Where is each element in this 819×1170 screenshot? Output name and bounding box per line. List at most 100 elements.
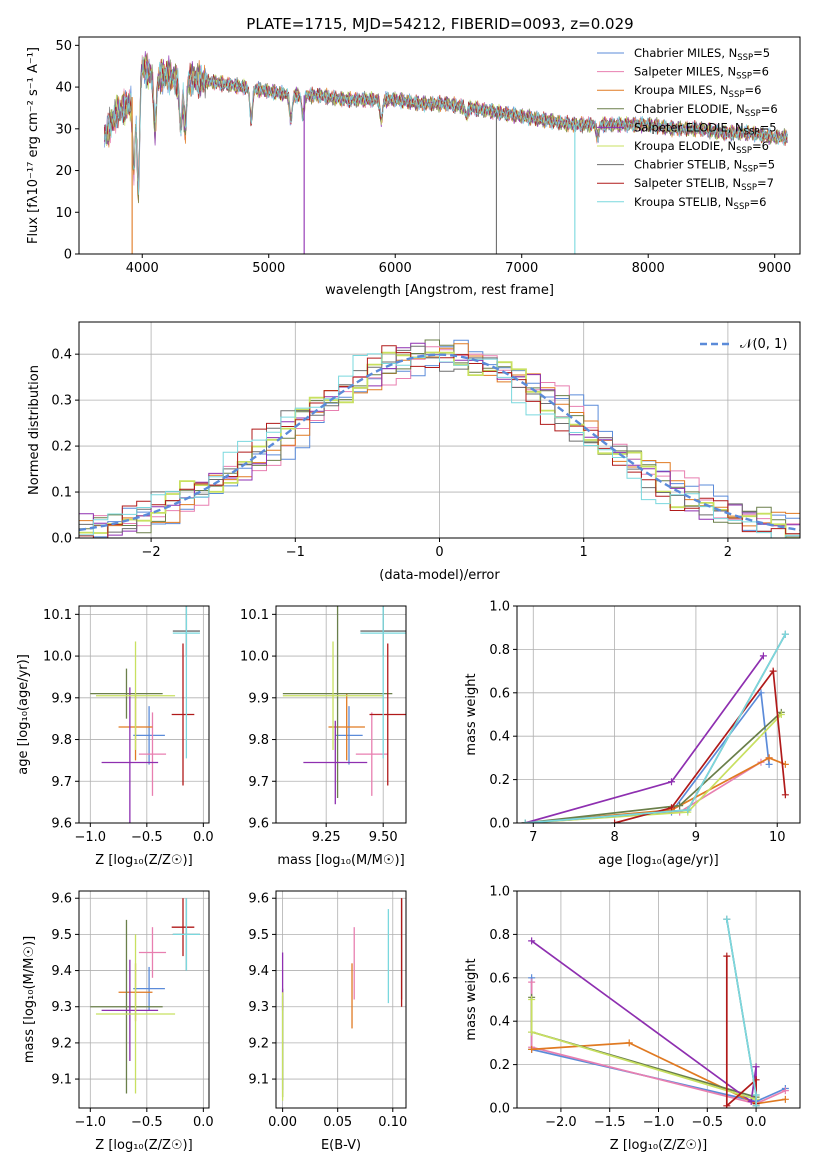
x-axis-label: Z [log₁₀(Z/Z☉)] — [95, 853, 192, 868]
x-tick-label: 0.10 — [378, 1115, 407, 1130]
panel-mass_vs_Z: −1.0 −0.5 0.0 9.1 9.2 9.3 9.4 9.5 9.6 Z [log₁₀(Z/… — [22, 890, 214, 1153]
weight-line — [525, 713, 782, 823]
x-tick-label: −2 — [142, 545, 161, 560]
y-tick-label: 9.1 — [248, 1073, 269, 1088]
spectrum-line — [103, 56, 788, 195]
y-tick-label: 10.0 — [43, 650, 72, 665]
weight-marker — [528, 937, 536, 945]
x-tick-label: 9 — [692, 830, 700, 845]
y-tick-label: 40 — [55, 81, 72, 96]
y-tick-label: 0.1 — [51, 486, 72, 501]
grid — [79, 891, 209, 1108]
weight-line — [531, 940, 757, 1106]
grid — [517, 890, 800, 1109]
y-tick-label: 0.4 — [51, 348, 72, 363]
weight-marker — [528, 1045, 536, 1053]
weight-marker — [625, 1039, 633, 1047]
x-tick-label: 0.05 — [323, 1115, 352, 1130]
plot-area — [281, 898, 403, 1101]
x-tick-label: 9.50 — [369, 830, 398, 845]
y-tick-label: 10 — [55, 206, 72, 221]
weight-line — [525, 633, 787, 823]
y-axis-label: age [log₁₀(age/yr)] — [16, 654, 31, 775]
legend-label: Salpeter STELIB, NSSP=7 — [634, 176, 774, 193]
y-tick-label: 9.2 — [51, 1036, 72, 1051]
y-tick-label: 0 — [64, 248, 72, 263]
histogram-series — [79, 353, 800, 538]
weight-marker — [765, 754, 773, 762]
weight-line — [525, 633, 787, 823]
axes-frame: −1.0 −0.5 0.0 9.6 9.7 9.8 9.9 10.0 10.1 Z [log₁₀(… — [16, 605, 214, 868]
y-tick-label: 9.8 — [51, 733, 72, 748]
plot-area — [528, 915, 789, 1108]
x-tick-label: 8000 — [632, 261, 665, 276]
y-tick-label: 0.6 — [489, 971, 510, 986]
legend-label: Chabrier ELODIE, NSSP=6 — [634, 102, 778, 119]
weight-line — [725, 956, 757, 1108]
panel-spectrum: 4000 5000 6000 7000 8000 9000 0 10 20 30 40 50 wavel… — [26, 36, 801, 298]
x-tick-label: −1.0 — [75, 830, 107, 845]
y-tick-label: 9.8 — [248, 733, 269, 748]
weight-marker — [684, 806, 692, 814]
weight-line — [614, 668, 787, 823]
weight-marker — [723, 952, 731, 960]
x-axis-label: Z [log₁₀(Z/Z☉)] — [95, 1138, 192, 1153]
y-tick-label: 9.5 — [248, 928, 269, 943]
weight-line — [525, 711, 782, 823]
y-axis-label: mass weight — [464, 673, 479, 755]
histogram-series — [79, 343, 800, 527]
y-axis-label: mass weight — [464, 958, 479, 1040]
weight-line — [725, 919, 757, 1106]
y-tick-label: 0.4 — [489, 730, 510, 745]
axes-border — [78, 890, 210, 1109]
weight-marker — [781, 1095, 789, 1103]
y-tick-label: 0.3 — [51, 394, 72, 409]
x-tick-label: 0.0 — [746, 1115, 767, 1130]
legend-label: Kroupa STELIB, NSSP=6 — [634, 195, 766, 212]
axes-frame: 4000 5000 6000 7000 8000 9000 0 10 20 30 40 50 wavel… — [26, 36, 801, 298]
x-tick-label: 0.0 — [193, 1115, 214, 1130]
x-tick-label: 9000 — [758, 261, 791, 276]
grid — [517, 605, 800, 824]
axes-layer: 4000 5000 6000 7000 8000 900001020304050wavel… — [16, 36, 801, 1153]
legend: 𝒩(0, 1) — [700, 337, 787, 352]
plot-area — [521, 630, 789, 823]
axes-border — [275, 605, 407, 824]
weight-marker — [528, 978, 536, 986]
y-tick-label: 9.2 — [248, 1036, 269, 1051]
y-tick-label: 0.0 — [489, 817, 510, 832]
x-axis-label: age [log₁₀(age/yr)] — [598, 853, 719, 868]
y-tick-label: 9.9 — [248, 691, 269, 706]
y-tick-label: 20 — [55, 164, 72, 179]
weight-marker — [757, 689, 765, 697]
legend: Chabrier MILES, NSSP=5 Salpeter MILES, NS… — [597, 46, 778, 212]
x-axis-label: mass [log₁₀(M/M☉)] — [277, 853, 404, 868]
y-tick-label: 9.7 — [248, 775, 269, 790]
weight-marker — [521, 819, 529, 823]
y-tick-label: 9.3 — [51, 1000, 72, 1015]
y-tick-label: 30 — [55, 122, 72, 137]
weight-marker — [676, 802, 684, 810]
x-tick-label: −1.0 — [75, 1115, 107, 1130]
y-tick-label: 1.0 — [489, 885, 510, 900]
legend-label: Salpeter MILES, NSSP=6 — [634, 65, 769, 82]
x-tick-label: 2 — [724, 545, 732, 560]
y-tick-label: 9.9 — [51, 691, 72, 706]
y-tick-label: 0.8 — [489, 928, 510, 943]
axes-frame: −2.0 −1.5 −1.0 −0.5 0.0 0.0 0.2 0.4 0.6 0.8 1.0 Z [… — [464, 885, 801, 1153]
y-axis-label: Flux [fλ10⁻¹⁷ erg cm⁻² s⁻¹ A⁻¹] — [26, 47, 41, 244]
x-tick-label: −1.5 — [594, 1115, 626, 1130]
weight-marker — [611, 819, 619, 823]
panel-residuals: −2 −1 0 1 2 0.0 0.1 0.2 0.3 0.4 (data-model)/error… — [27, 321, 801, 583]
y-tick-label: 9.1 — [51, 1073, 72, 1088]
y-tick-label: 0.8 — [489, 643, 510, 658]
y-tick-label: 0.0 — [51, 532, 72, 547]
spectrum-line — [103, 55, 788, 203]
weight-marker — [759, 652, 767, 660]
weight-marker — [781, 791, 789, 799]
y-tick-label: 50 — [55, 39, 72, 54]
x-tick-label: 0.0 — [193, 830, 214, 845]
x-tick-label: −2.0 — [545, 1115, 577, 1130]
x-tick-label: 8 — [610, 830, 618, 845]
